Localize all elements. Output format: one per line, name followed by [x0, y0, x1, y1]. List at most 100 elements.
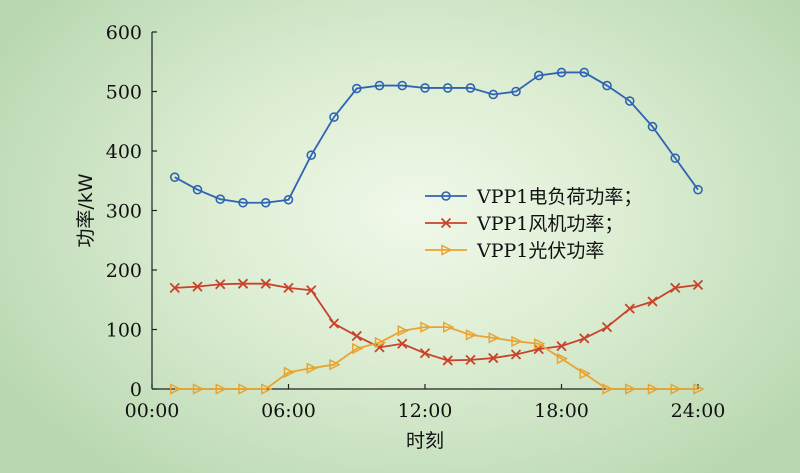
x-tick-label: 12:00 — [398, 400, 453, 422]
data-point — [237, 278, 249, 289]
series-2 — [169, 278, 704, 366]
data-point — [283, 282, 294, 293]
data-point — [260, 278, 271, 289]
data-point — [534, 338, 546, 350]
data-point — [556, 341, 567, 352]
axes — [151, 32, 698, 390]
series-2-line — [174, 282, 699, 362]
legend: VPP1电负荷功率； VPP1风机功率； VPP1光伏功率 — [425, 186, 642, 262]
data-point — [465, 354, 476, 365]
data-point — [670, 383, 682, 395]
y-axis-title: 功率/kW — [75, 173, 97, 247]
data-point — [533, 70, 544, 81]
legend-item-2: VPP1风机功率； — [425, 213, 623, 235]
data-point — [602, 383, 614, 395]
data-point — [420, 83, 430, 93]
series-3-line — [174, 326, 698, 390]
data-point — [693, 184, 703, 195]
data-point — [192, 281, 203, 292]
data-point — [238, 197, 248, 208]
x-tick-label: 00:00 — [125, 400, 180, 422]
data-point — [488, 332, 500, 344]
y-tick-label: 500 — [106, 82, 142, 104]
data-point — [397, 324, 409, 337]
data-point — [329, 112, 339, 122]
data-point — [260, 197, 271, 208]
series-3 — [170, 321, 705, 395]
legend-swatch-marker — [441, 244, 453, 256]
data-point — [215, 279, 226, 290]
data-point — [215, 194, 226, 204]
data-point — [306, 285, 317, 296]
data-point — [692, 279, 704, 291]
y-tick-label: 200 — [106, 260, 142, 282]
data-point — [579, 367, 591, 380]
x-axis-ticks: 00:00 06:00 12:00 18:00 24:00 — [125, 384, 726, 422]
x-tick-label: 06:00 — [261, 400, 316, 422]
data-point — [556, 352, 569, 365]
legend-label: VPP1光伏功率 — [476, 240, 604, 262]
y-axis-ticks: 0 100 200 300 400 500 600 — [106, 22, 157, 401]
legend-swatch-marker — [441, 191, 451, 201]
data-point — [374, 336, 387, 349]
data-point — [192, 383, 205, 395]
data-point — [510, 349, 522, 360]
data-point — [442, 355, 453, 366]
data-point — [511, 335, 523, 348]
data-point — [306, 362, 318, 374]
data-point — [647, 296, 658, 307]
data-point — [238, 383, 250, 395]
data-point — [579, 67, 590, 78]
data-point — [556, 67, 567, 78]
data-point — [397, 80, 408, 91]
data-point — [215, 383, 227, 395]
data-point — [443, 321, 455, 333]
data-point — [624, 303, 635, 314]
y-tick-label: 0 — [130, 379, 142, 401]
data-point — [192, 184, 203, 195]
data-point — [329, 358, 341, 371]
data-point — [601, 321, 613, 333]
legend-item-3: VPP1光伏功率 — [425, 240, 604, 262]
legend-swatch-marker — [440, 217, 452, 229]
data-point — [170, 383, 182, 395]
x-axis-title: 时刻 — [406, 430, 444, 452]
data-point — [169, 172, 180, 182]
series-1-line — [174, 71, 699, 204]
legend-label: VPP1风机功率； — [476, 213, 623, 235]
y-tick-label: 400 — [106, 141, 142, 163]
series-layer — [169, 67, 705, 395]
data-point — [465, 329, 478, 341]
data-point — [511, 86, 521, 97]
x-tick-label: 24:00 — [671, 400, 726, 422]
data-point — [693, 383, 705, 395]
data-point — [283, 366, 296, 379]
data-point — [602, 80, 612, 91]
x-tick-label: 18:00 — [534, 400, 589, 422]
data-point — [283, 194, 294, 205]
y-tick-label: 100 — [106, 320, 142, 342]
y-tick-label: 300 — [106, 201, 142, 223]
data-point — [169, 282, 180, 293]
data-point — [670, 282, 681, 293]
data-point — [625, 383, 637, 395]
data-point — [624, 96, 635, 106]
data-point — [579, 333, 590, 344]
series-1 — [169, 67, 703, 208]
legend-item-1: VPP1电负荷功率； — [425, 186, 642, 208]
data-point — [306, 150, 317, 160]
data-point — [488, 89, 499, 100]
data-point — [465, 83, 476, 93]
data-point — [647, 121, 658, 132]
y-tick-label: 600 — [106, 22, 142, 44]
data-point — [351, 330, 362, 342]
data-point — [261, 383, 273, 395]
data-point — [420, 321, 432, 333]
data-point — [442, 83, 453, 93]
data-point — [419, 348, 431, 359]
data-point — [351, 83, 362, 94]
data-point — [374, 80, 385, 91]
data-point — [647, 383, 660, 395]
data-point — [328, 318, 340, 329]
data-point — [397, 338, 408, 349]
